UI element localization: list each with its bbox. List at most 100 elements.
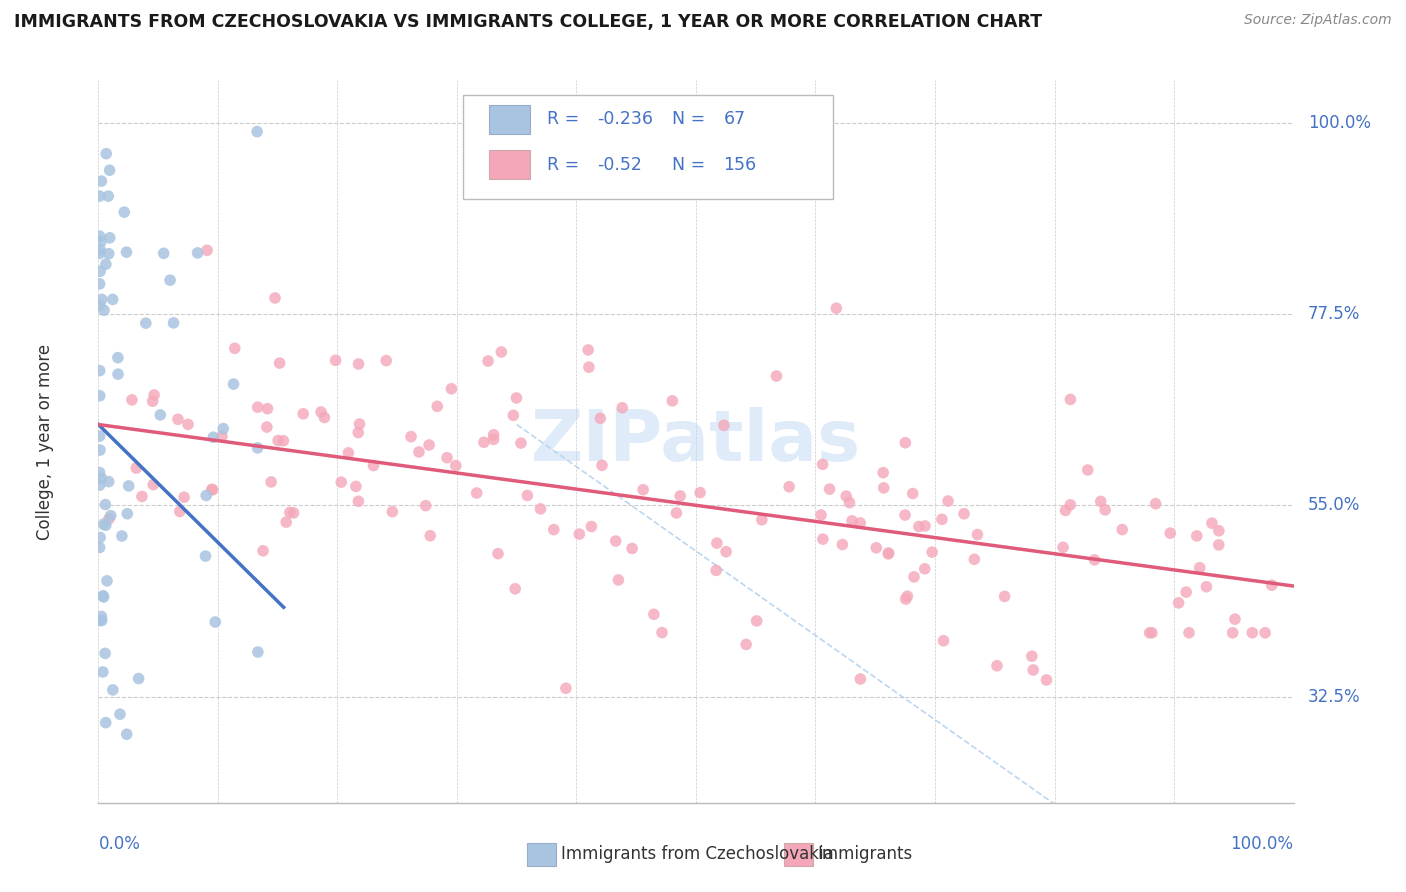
Point: [631, 483, 654, 497]
Point: [811, 458, 834, 472]
Point: [273, 434, 295, 448]
Point: [167, 412, 190, 426]
Point: [1167, 596, 1189, 610]
Text: College, 1 year or more: College, 1 year or more: [35, 343, 53, 540]
Point: [706, 536, 728, 550]
Point: [505, 391, 527, 405]
Point: [751, 513, 773, 527]
Point: [605, 534, 627, 549]
Point: [825, 301, 848, 316]
Point: [482, 427, 505, 442]
Point: [142, 477, 165, 491]
Point: [202, 430, 225, 444]
Point: [516, 488, 538, 502]
Point: [1208, 524, 1230, 538]
Point: [1054, 503, 1077, 517]
Text: Immigrants: Immigrants: [818, 845, 912, 863]
Point: [267, 434, 290, 448]
Text: IMMIGRANTS FROM CZECHOSLOVAKIA VS IMMIGRANTS COLLEGE, 1 YEAR OR MORE CORRELATION: IMMIGRANTS FROM CZECHOSLOVAKIA VS IMMIGR…: [14, 13, 1042, 31]
Point: [97, 189, 120, 203]
Point: [903, 570, 925, 584]
Point: [510, 436, 533, 450]
Point: [418, 438, 440, 452]
Point: [89, 246, 111, 260]
Point: [778, 480, 800, 494]
Point: [128, 672, 150, 686]
Point: [914, 562, 936, 576]
Text: -0.52: -0.52: [596, 156, 641, 174]
Point: [162, 316, 184, 330]
Point: [93, 517, 115, 532]
Point: [363, 458, 385, 473]
Point: [1021, 649, 1043, 664]
Point: [472, 435, 495, 450]
Point: [91, 665, 114, 679]
Point: [589, 411, 612, 425]
Point: [1178, 625, 1201, 640]
Point: [90, 174, 112, 188]
Point: [831, 537, 853, 551]
Text: N =: N =: [672, 110, 711, 128]
Text: N =: N =: [672, 156, 711, 174]
Point: [149, 408, 172, 422]
Text: ZIPatlas: ZIPatlas: [531, 407, 860, 476]
Point: [89, 264, 111, 278]
Point: [896, 589, 918, 603]
Point: [152, 246, 174, 260]
Point: [529, 501, 551, 516]
FancyBboxPatch shape: [463, 95, 834, 200]
Point: [444, 458, 467, 473]
Point: [381, 505, 404, 519]
Text: Source: ZipAtlas.com: Source: ZipAtlas.com: [1244, 13, 1392, 28]
Point: [142, 394, 165, 409]
Point: [877, 546, 900, 560]
Point: [765, 369, 787, 384]
Point: [90, 614, 112, 628]
Point: [873, 481, 896, 495]
Point: [89, 530, 111, 544]
Point: [347, 425, 370, 440]
Point: [643, 607, 665, 622]
Point: [576, 343, 599, 357]
Text: 100.0%: 100.0%: [1230, 835, 1294, 854]
Point: [100, 508, 122, 523]
Text: 67: 67: [724, 110, 745, 128]
Point: [399, 430, 422, 444]
Point: [1175, 585, 1198, 599]
Point: [894, 508, 917, 522]
Point: [865, 541, 887, 555]
Point: [101, 293, 124, 307]
Point: [108, 707, 131, 722]
Point: [89, 429, 111, 443]
Point: [669, 489, 692, 503]
Point: [101, 682, 124, 697]
Point: [894, 435, 917, 450]
Point: [419, 529, 441, 543]
Point: [810, 508, 832, 522]
Point: [1140, 625, 1163, 640]
Point: [292, 407, 315, 421]
Point: [908, 519, 931, 533]
Point: [1077, 463, 1099, 477]
Point: [211, 429, 233, 443]
Point: [212, 422, 235, 436]
Point: [107, 367, 129, 381]
Text: 55.0%: 55.0%: [1308, 496, 1360, 515]
Point: [89, 364, 111, 378]
Point: [841, 514, 863, 528]
Point: [96, 574, 118, 588]
Point: [94, 518, 117, 533]
Point: [89, 443, 111, 458]
Point: [966, 527, 988, 541]
Point: [1035, 673, 1057, 687]
Point: [256, 401, 278, 416]
Text: 77.5%: 77.5%: [1308, 305, 1360, 323]
Point: [568, 527, 591, 541]
Point: [1111, 523, 1133, 537]
Point: [276, 515, 298, 529]
Point: [89, 614, 111, 628]
Point: [1241, 625, 1264, 640]
Point: [246, 645, 269, 659]
Point: [914, 519, 936, 533]
Point: [117, 507, 139, 521]
